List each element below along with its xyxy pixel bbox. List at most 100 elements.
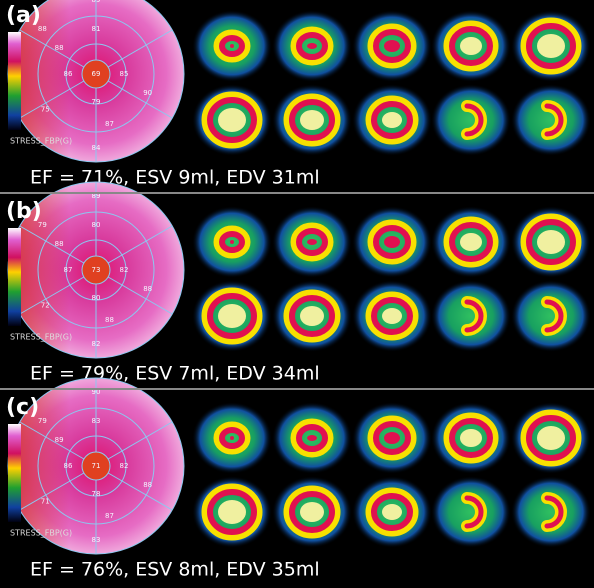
slice-center [384, 40, 400, 52]
slice-halo [431, 84, 511, 156]
polar-label: 88 [143, 285, 152, 293]
slice-image [431, 206, 511, 278]
polar-label: 85 [120, 70, 129, 78]
slice-image [272, 402, 352, 474]
slice-center [537, 426, 565, 450]
polar-label: 87 [105, 120, 114, 128]
color-bar [8, 228, 21, 326]
polar-label: 88 [143, 481, 152, 489]
slice-center [384, 432, 400, 444]
polar-label: 78 [92, 490, 101, 498]
slice-image [192, 402, 272, 474]
polar-label: 79 [38, 417, 47, 425]
slice-center [382, 112, 402, 128]
polar-label: 82 [92, 340, 101, 348]
slice-image [352, 402, 432, 474]
slice-image [431, 402, 511, 474]
polar-label: 80 [92, 221, 101, 229]
slice-center [218, 304, 246, 328]
slice-image [272, 206, 352, 278]
polar-label: 82 [120, 462, 129, 470]
slice-halo [511, 280, 591, 352]
slice-center [460, 429, 482, 447]
separator [0, 192, 594, 194]
colorbar-label: STRESS_FBP(G) [10, 529, 72, 538]
color-bar [8, 32, 21, 130]
colorbar-label: STRESS_FBP(G) [10, 333, 72, 342]
slice-image [192, 84, 272, 156]
slice-center [218, 500, 246, 524]
polar-label: 89 [55, 436, 64, 444]
slice-halo [431, 476, 511, 548]
polar-label: 86 [64, 70, 73, 78]
polar-label: 75 [41, 106, 50, 114]
polar-label: 82 [120, 266, 129, 274]
slice-image [272, 84, 352, 156]
polar-label: 84 [92, 144, 101, 152]
polar-label: 69 [92, 70, 101, 78]
slice-image [192, 10, 272, 82]
slice-center [307, 43, 317, 49]
slice-center [230, 436, 234, 440]
slice-center [307, 435, 317, 441]
slice-image [272, 476, 352, 548]
slice-halo [511, 476, 591, 548]
colorbar-label: STRESS_FBP(G) [10, 137, 72, 146]
slice-image [431, 10, 511, 82]
polar-label: 89 [92, 0, 101, 4]
slice-image [511, 10, 591, 82]
slice-image [431, 84, 511, 156]
polar-label: 88 [55, 44, 64, 52]
polar-label: 88 [55, 240, 64, 248]
slice-image [511, 402, 591, 474]
polar-label: 86 [64, 462, 73, 470]
slice-center [300, 110, 324, 130]
slice-center [382, 504, 402, 520]
slice-image [431, 280, 511, 352]
polar-label: 72 [41, 302, 50, 310]
polar-label: 90 [143, 89, 152, 97]
polar-label: 80 [92, 294, 101, 302]
separator [0, 388, 594, 390]
polar-label: 83 [92, 536, 101, 544]
slice-center [230, 240, 234, 244]
slice-image [511, 476, 591, 548]
polar-label: 87 [64, 266, 73, 274]
slice-halo [511, 84, 591, 156]
polar-label: 79 [92, 98, 101, 106]
panel-label: (c) [6, 395, 39, 420]
slice-center [460, 37, 482, 55]
polar-label: 71 [41, 498, 50, 506]
slice-center [537, 34, 565, 58]
slice-halo [431, 280, 511, 352]
slice-image [511, 280, 591, 352]
panel-label: (a) [6, 3, 41, 28]
slice-image [272, 280, 352, 352]
panel-label: (b) [6, 199, 42, 224]
polar-label: 71 [92, 462, 101, 470]
slice-center [537, 230, 565, 254]
slice-image [352, 84, 432, 156]
slice-image [431, 476, 511, 548]
slice-center [384, 236, 400, 248]
polar-label: 83 [92, 417, 101, 425]
polar-label: 73 [92, 266, 101, 274]
slice-image [192, 206, 272, 278]
slice-image [192, 280, 272, 352]
slice-image [511, 206, 591, 278]
slice-center [218, 108, 246, 132]
slice-image [272, 10, 352, 82]
slice-center [460, 233, 482, 251]
slice-center [307, 239, 317, 245]
figure: 89 88 81 88 86 69 85 79 87 84 75 90 (a) STRESS_FBP(G)… [0, 0, 594, 588]
slice-image [352, 476, 432, 548]
slice-center [230, 44, 234, 48]
slice-image [352, 10, 432, 82]
summary: EF = 76%, ESV 8ml, EDV 35ml [30, 559, 320, 581]
color-bar [8, 424, 21, 522]
slice-image [352, 206, 432, 278]
polar-label: 81 [92, 25, 101, 33]
slice-image [352, 280, 432, 352]
slice-image [511, 84, 591, 156]
slice-image [192, 476, 272, 548]
